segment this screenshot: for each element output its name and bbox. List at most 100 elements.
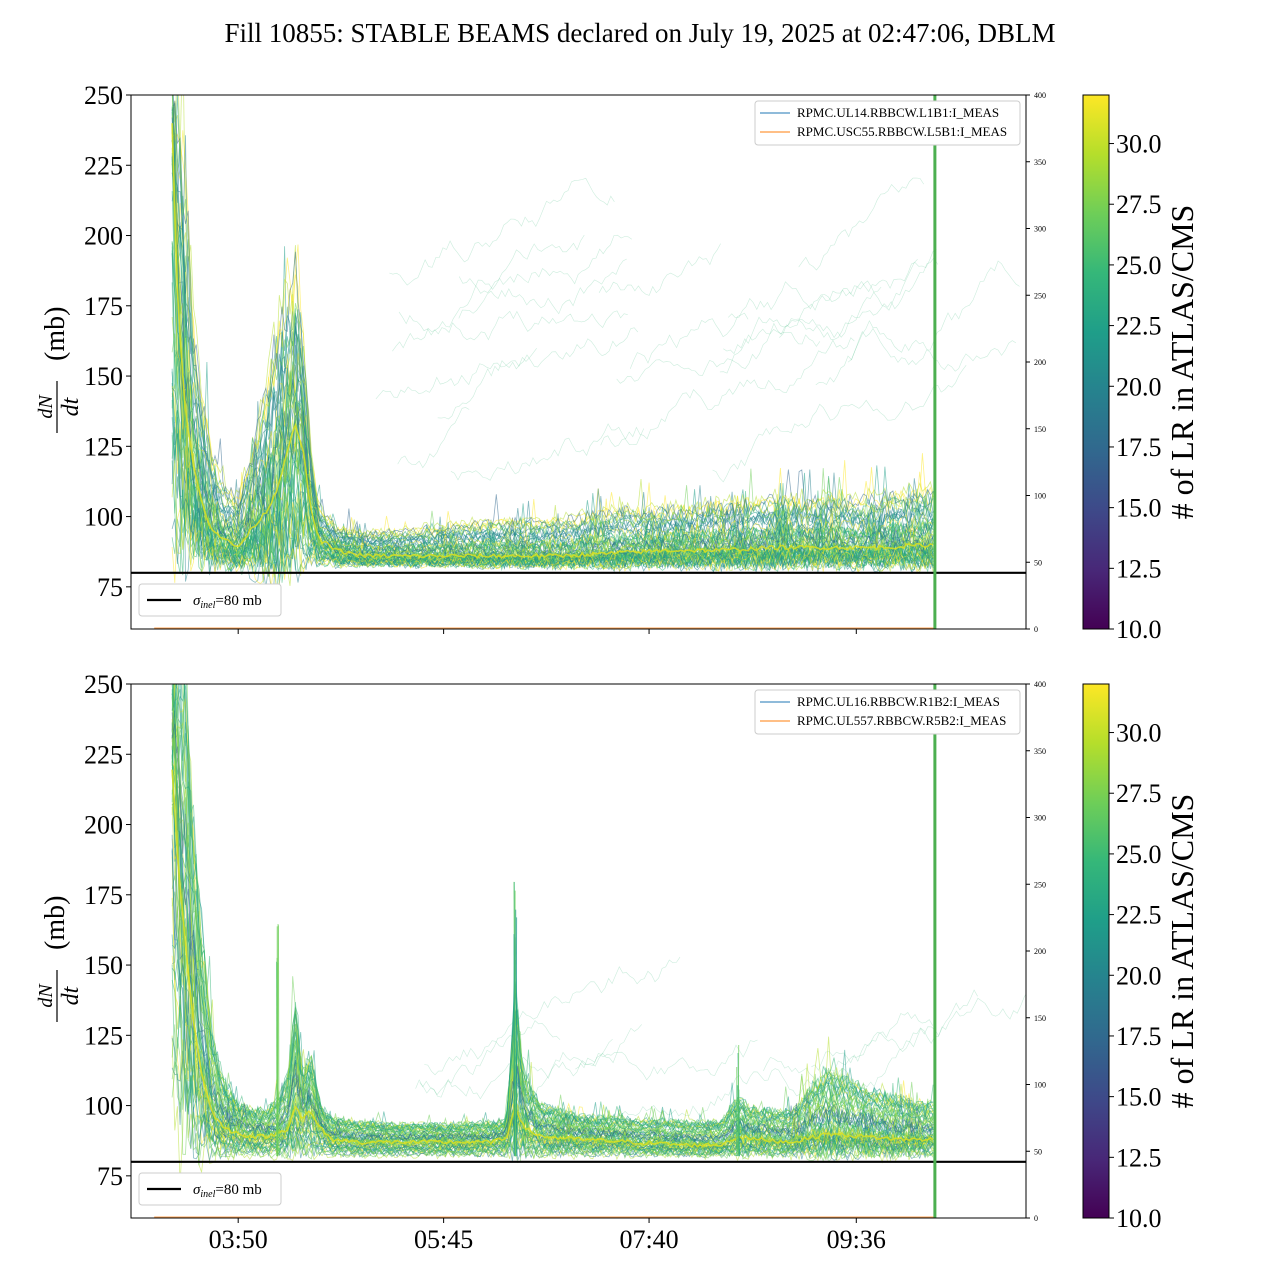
y2tick-label: 250 — [1034, 291, 1046, 300]
legend-entry: RPMC.UL16.RBBCW.R1B2:I_MEAS — [797, 694, 1000, 709]
sparse-trace — [600, 337, 855, 447]
ytick-label: 175 — [84, 881, 123, 910]
legend-entry: RPMC.UL14.RBBCW.L1B1:I_MEAS — [797, 105, 999, 120]
ytick-label: 200 — [84, 811, 123, 840]
ytick-label: 225 — [84, 151, 123, 180]
ytick-label: 150 — [84, 362, 123, 391]
band-trace — [172, 95, 934, 559]
hline-legend-box — [138, 1172, 282, 1206]
sparse-trace — [458, 258, 627, 319]
band-trace — [171, 684, 934, 1135]
xtick-label: 05:45 — [414, 1225, 473, 1254]
ylabel-denominator: dt — [58, 985, 84, 1005]
y2tick-label: 400 — [1034, 91, 1046, 100]
sparse-trace — [811, 1012, 934, 1071]
colorbar-tick-label: 30.0 — [1116, 719, 1162, 748]
sparse-trace — [437, 327, 639, 420]
colorbar-gradient — [1082, 94, 1110, 630]
band-trace — [171, 117, 934, 556]
ytick-label: 125 — [84, 432, 123, 461]
y2tick-label: 200 — [1034, 947, 1046, 956]
ytick-label: 75 — [97, 573, 123, 602]
band-trace — [171, 158, 934, 564]
chart-title: Fill 10855: STABLE BEAMS declared on Jul… — [224, 18, 1056, 48]
legend-entry: RPMC.USC55.RBBCW.L5B1:I_MEAS — [797, 124, 1007, 139]
legend-box — [754, 100, 1021, 146]
colorbar-tick-label: 10.0 — [1116, 615, 1162, 644]
band-trace — [171, 102, 934, 545]
band-trace — [171, 919, 934, 1154]
y2tick-label: 300 — [1034, 814, 1046, 823]
ylabel-unit: (mb) — [40, 307, 71, 361]
y2tick-label: 50 — [1034, 558, 1042, 567]
sparse-trace — [392, 234, 632, 352]
colorbar-tick-label: 15.0 — [1116, 494, 1162, 523]
sparse-trace — [424, 1020, 561, 1076]
colorbar-label-text: # of LR in ATLAS/CMS — [1164, 794, 1200, 1109]
colorbar-tick-label: 22.5 — [1116, 312, 1162, 341]
sparse-trace — [820, 993, 1026, 1114]
sparse-trace — [398, 310, 628, 341]
xtick-label: 07:40 — [619, 1225, 678, 1254]
ytick-label: 100 — [84, 1092, 123, 1121]
median-trace — [171, 123, 934, 559]
colorbar-tick-label: 30.0 — [1116, 130, 1162, 159]
xtick-label: 03:50 — [209, 1225, 268, 1254]
band-trace — [172, 684, 934, 1133]
xtick-label: 09:36 — [827, 1225, 886, 1254]
colorbar-tick-label: 15.0 — [1116, 1083, 1162, 1112]
y2tick-label: 0 — [1034, 1214, 1038, 1223]
sparse-trace — [629, 312, 749, 370]
y2tick-label: 250 — [1034, 880, 1046, 889]
sparse-trace — [450, 423, 645, 481]
band-trace — [171, 730, 934, 1148]
y2tick-label: 400 — [1034, 680, 1046, 689]
y2tick-label: 100 — [1034, 1081, 1046, 1090]
sparse-trace — [712, 365, 967, 483]
band-trace — [171, 163, 934, 560]
spike-trace — [515, 909, 518, 1157]
spike-trace — [277, 925, 280, 1157]
bottom-colorbar: 10.0 12.5 15.0 17.5 20.0 22.5 25.0 27.5 30.0 # of… — [1082, 683, 1200, 1233]
sparse-trace — [763, 989, 978, 1084]
y2tick-label: 200 — [1034, 358, 1046, 367]
ytick-label: 175 — [84, 292, 123, 321]
ylabel-unit: (mb) — [40, 896, 71, 950]
band-trace — [171, 684, 934, 1131]
y2tick-label: 50 — [1034, 1147, 1042, 1156]
sparse-trace — [815, 320, 1017, 386]
colorbar-tick-label: 20.0 — [1116, 961, 1162, 990]
colorbar-tick-label: 10.0 — [1116, 1204, 1162, 1233]
band-trace — [171, 1061, 934, 1160]
sparse-trace — [575, 1039, 758, 1081]
y2tick-label: 100 — [1034, 492, 1046, 501]
colorbar-tick-label: 25.0 — [1116, 840, 1162, 869]
ylabel-numerator: dN — [35, 394, 57, 419]
colorbar-tick-label: 12.5 — [1116, 1143, 1162, 1172]
colorbar-tick-label: 22.5 — [1116, 901, 1162, 930]
band-trace — [171, 129, 934, 553]
sparse-trace — [458, 234, 585, 294]
colorbar-label: # of LR in ATLAS/CMS — [1164, 794, 1200, 1109]
ylabel: dN dt (mb) — [35, 307, 84, 433]
sparse-trace — [389, 177, 615, 286]
ylabel-numerator: dN — [35, 983, 57, 1008]
sparse-trace — [798, 177, 924, 271]
sparse-trace — [375, 348, 537, 400]
colorbar-tick-label: 17.5 — [1116, 1022, 1162, 1051]
sparse-trace — [779, 249, 937, 338]
spike-trace — [737, 1045, 740, 1157]
ytick-label: 100 — [84, 503, 123, 532]
ytick-label: 200 — [84, 222, 123, 251]
colorbar-label: # of LR in ATLAS/CMS — [1164, 205, 1200, 520]
top-colorbar: 10.0 12.5 15.0 17.5 20.0 22.5 25.0 27.5 30.0 # of… — [1082, 94, 1200, 644]
sparse-trace — [616, 286, 882, 384]
top-panel: 75 100 125 150 175 200 225 250 0 50 100 150 200 250 30… — [35, 81, 1046, 634]
colorbar-gradient — [1082, 683, 1110, 1219]
colorbar-tick-label: 25.0 — [1116, 251, 1162, 280]
band-trace — [171, 988, 934, 1185]
bottom-panel: 75 100 125 150 175 200 225 250 0 50 100 150 200 250 30… — [35, 670, 1046, 1254]
ytick-label: 125 — [84, 1021, 123, 1050]
sparse-trace — [719, 328, 821, 374]
y2tick-label: 0 — [1034, 625, 1038, 634]
